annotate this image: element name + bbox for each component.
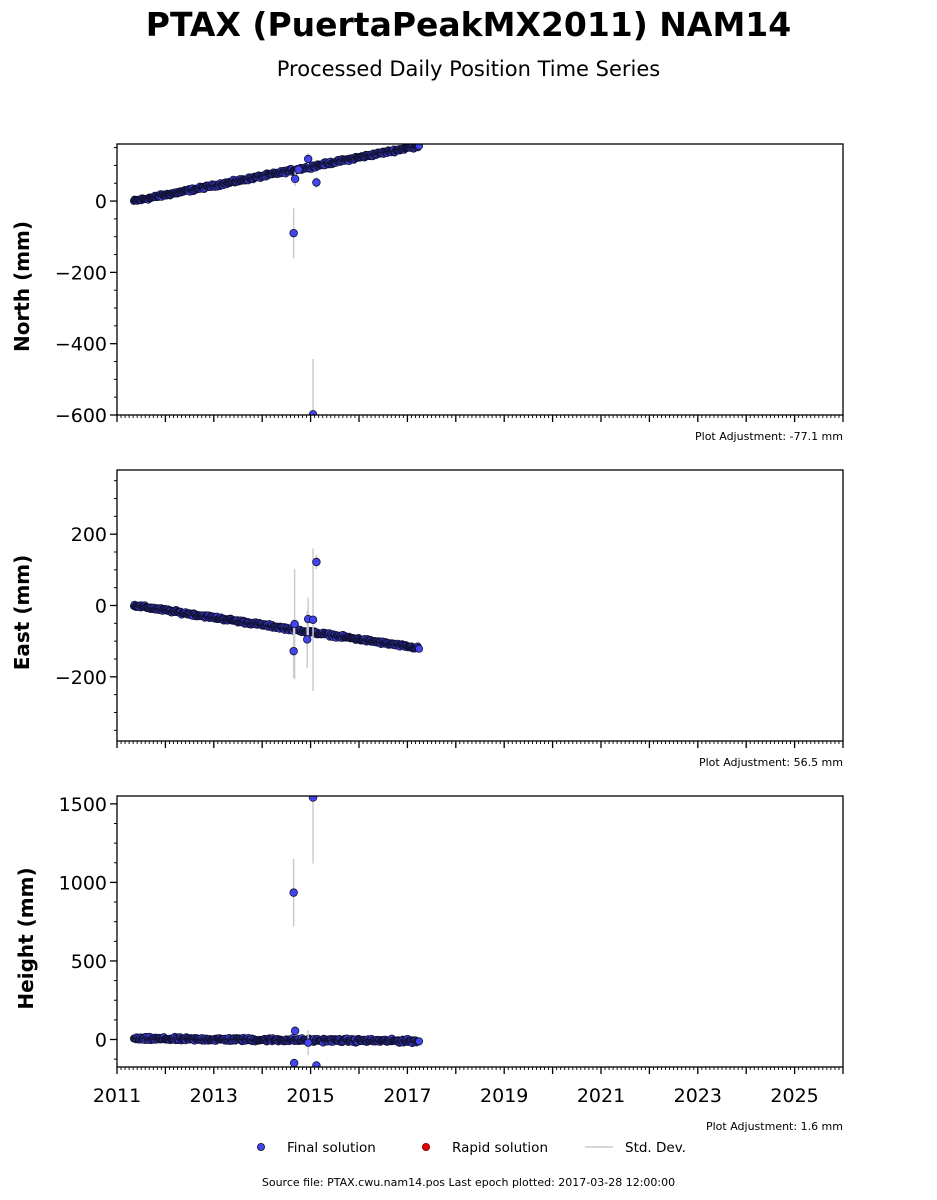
outlier-point <box>290 1026 300 1036</box>
outlier-point <box>312 178 321 187</box>
outlier-point <box>289 888 298 897</box>
y-axis-label: Height (mm) <box>14 867 38 1009</box>
y-tick-label: −400 <box>55 334 107 356</box>
x-tick-label: 2019 <box>480 1085 528 1107</box>
chart-subtitle: Processed Daily Position Time Series <box>276 57 661 81</box>
legend-final-marker <box>256 1143 265 1152</box>
y-tick-label: −200 <box>55 667 107 689</box>
chart-title: PTAX (PuertaPeakMX2011) NAM14 <box>145 5 792 44</box>
y-tick-label: 0 <box>95 191 107 213</box>
x-tick-label: 2017 <box>383 1085 431 1107</box>
plot-adjustment-note: Plot Adjustment: 56.5 mm <box>699 756 843 769</box>
x-tick-label: 2013 <box>190 1085 238 1107</box>
outlier-point <box>290 619 299 629</box>
data-layer <box>129 796 424 1067</box>
y-tick-label: 500 <box>71 951 107 973</box>
x-tick-label: 2025 <box>770 1085 818 1107</box>
outlier-point <box>308 615 318 624</box>
x-tick-label: 2023 <box>674 1085 722 1107</box>
outlier-point <box>312 1061 321 1067</box>
panel-north: 0 −200 −400 −600 North (mm) Plot Adjustment: … <box>10 143 844 443</box>
y-tick-label: 1000 <box>59 872 107 894</box>
axes-frame <box>116 795 844 1068</box>
outlier-point <box>289 1058 299 1067</box>
y-tick-label: −600 <box>55 405 107 427</box>
y-tick-label: 1500 <box>59 794 107 816</box>
final-point <box>415 144 424 150</box>
legend-final-label: Final solution <box>287 1140 376 1156</box>
panel-height: 1500 1000 500 0 2011 2013 2015 2017 2019 2021 2023… <box>14 794 844 1133</box>
y-tick-label: −200 <box>55 262 107 284</box>
outlier-point <box>303 154 313 164</box>
source-footer: Source file: PTAX.cwu.nam14.pos Last epo… <box>261 1176 676 1189</box>
y-axis-label: East (mm) <box>10 555 34 671</box>
plot-adjustment-note: Plot Adjustment: 1.6 mm <box>706 1120 843 1133</box>
final-point <box>415 1037 424 1046</box>
legend-rapid-marker <box>421 1143 430 1152</box>
data-layer <box>129 144 424 415</box>
axes-frame <box>116 469 844 742</box>
final-point <box>415 644 424 653</box>
data-layer <box>129 548 424 692</box>
outlier-point <box>303 1038 313 1047</box>
outlier-point <box>289 228 298 238</box>
outlier-point <box>308 796 318 802</box>
x-tick-label: 2011 <box>93 1085 141 1107</box>
outlier-point <box>308 410 318 415</box>
plot-adjustment-note: Plot Adjustment: -77.1 mm <box>695 430 843 443</box>
y-axis-label: North (mm) <box>10 221 34 352</box>
y-tick-label: 200 <box>71 524 107 546</box>
outlier-point <box>294 165 303 174</box>
x-tick-label: 2015 <box>286 1085 334 1107</box>
y-tick-label: 0 <box>95 596 107 618</box>
legend-stddev-label: Std. Dev. <box>625 1140 686 1156</box>
outlier-point <box>303 635 312 644</box>
x-tick-label: 2021 <box>577 1085 625 1107</box>
outlier-point <box>289 646 298 656</box>
y-tick-label: 0 <box>95 1030 107 1052</box>
outlier-point <box>312 557 321 567</box>
legend-rapid-label: Rapid solution <box>452 1140 548 1156</box>
legend: Final solution Rapid solution Std. Dev. <box>256 1140 686 1156</box>
outlier-point <box>290 174 300 184</box>
panel-east: 200 0 −200 East (mm) Plot Adjustment: 56.5 m… <box>10 469 844 769</box>
